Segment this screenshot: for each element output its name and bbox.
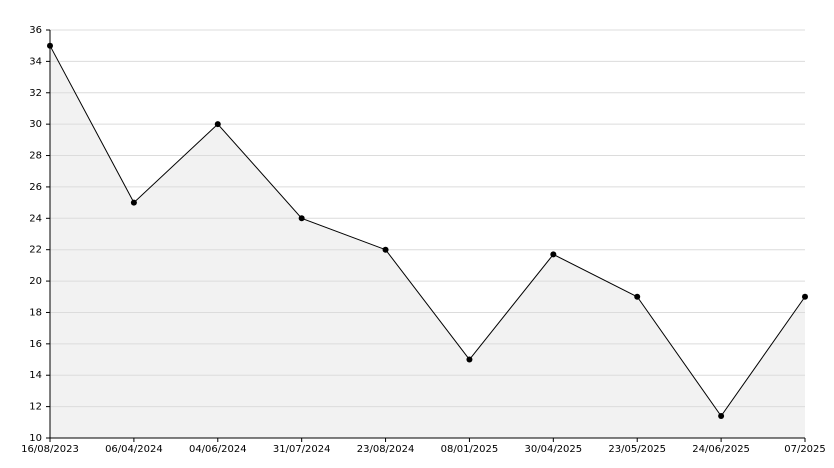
marker [130,199,137,206]
y-tick-label: 20 [29,276,42,287]
x-tick-label: 08/01/2025 [441,444,499,455]
x-tick-label: 23/08/2024 [357,444,415,455]
x-tick-label: 07/2025 [784,444,826,455]
marker [214,121,221,128]
x-tick-label: 24/06/2025 [692,444,750,455]
marker [718,413,725,420]
x-tick-label: 30/04/2025 [525,444,583,455]
marker [634,293,641,300]
marker [466,356,473,363]
x-tick-label: 31/07/2024 [273,444,331,455]
x-tick-label: 23/05/2025 [608,444,666,455]
x-tick-label: 04/06/2024 [189,444,247,455]
x-tick-label: 16/08/2023 [21,444,79,455]
y-tick-label: 22 [29,245,42,256]
y-tick-label: 10 [29,433,42,444]
y-tick-label: 24 [29,213,42,224]
y-tick-label: 14 [29,370,42,381]
y-tick-label: 16 [29,339,42,350]
line [49,45,806,417]
y-tick-label: 28 [29,151,42,162]
marker [298,215,305,222]
y-tick-label: 18 [29,307,42,318]
x-tick-label: 06/04/2024 [105,444,163,455]
y-tick-label: 32 [29,88,42,99]
marker [47,42,53,49]
marker [382,246,389,253]
y-tick-label: 34 [29,56,42,67]
y-tick-label: 12 [29,402,42,413]
y-tick-label: 30 [29,119,42,130]
marker [802,293,808,300]
area-fill [50,45,805,438]
y-tick-label: 26 [29,182,42,193]
y-tick-label: 36 [29,25,42,36]
marker [550,251,557,258]
